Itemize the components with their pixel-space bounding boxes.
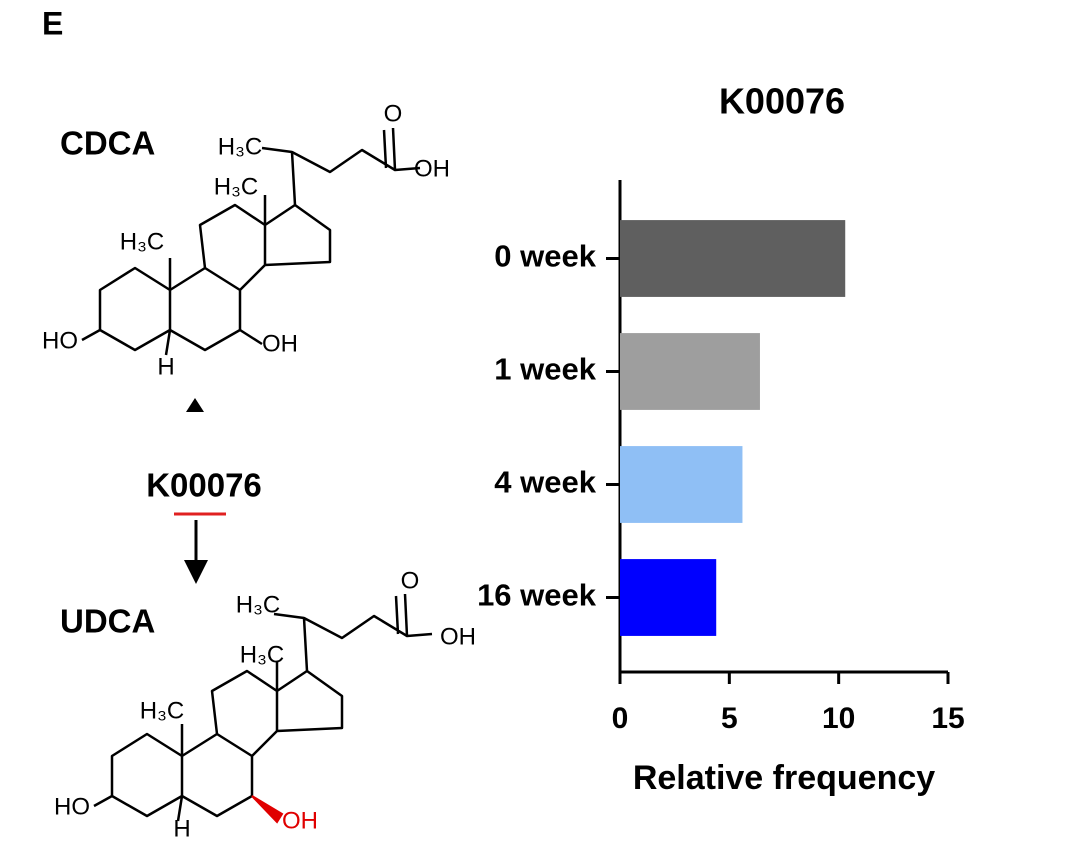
x-tick-label: 5: [721, 702, 738, 735]
x-axis-label: Relative frequency: [633, 759, 935, 797]
bar: [620, 446, 743, 523]
atom-label: O: [384, 100, 403, 127]
arrow-head-up: [186, 398, 204, 412]
chart-title: K00076: [719, 81, 845, 122]
y-tick-label: 4 week: [494, 465, 596, 500]
x-tick-label: 15: [931, 702, 964, 735]
atom-label: HO: [54, 793, 90, 820]
atom-label: H: [157, 353, 174, 380]
arrow-head-down: [184, 560, 208, 584]
atom-label: OH: [440, 623, 476, 650]
compound-name: CDCA: [60, 125, 155, 162]
y-tick-label: 0 week: [494, 239, 596, 274]
y-tick-label: 1 week: [494, 352, 596, 387]
x-tick-label: 0: [612, 702, 629, 735]
enzyme-label: K00076: [146, 467, 262, 504]
bar: [620, 220, 846, 297]
udca-structure: [92, 592, 434, 824]
atom-label: OH: [262, 330, 298, 357]
atom-label: OH: [414, 155, 450, 182]
atom-label: O: [401, 567, 420, 594]
bar: [620, 559, 717, 636]
cdca-structure: [80, 126, 422, 357]
atom-label: H₃C: [140, 697, 184, 724]
x-tick-label: 10: [822, 702, 855, 735]
atom-label: H₃C: [214, 173, 258, 200]
atom-label: HO: [42, 327, 78, 354]
atom-label: H: [173, 815, 190, 842]
atom-label: H₃C: [236, 591, 280, 618]
atom-label: H₃C: [240, 641, 284, 668]
atom-label: H₃C: [120, 228, 164, 255]
y-tick-label: 16 week: [477, 578, 597, 613]
panel-label: E: [42, 5, 63, 41]
atom-label: H₃C: [218, 133, 262, 160]
bar: [620, 333, 760, 410]
atom-label: OH: [282, 807, 318, 834]
compound-name: UDCA: [60, 603, 155, 640]
